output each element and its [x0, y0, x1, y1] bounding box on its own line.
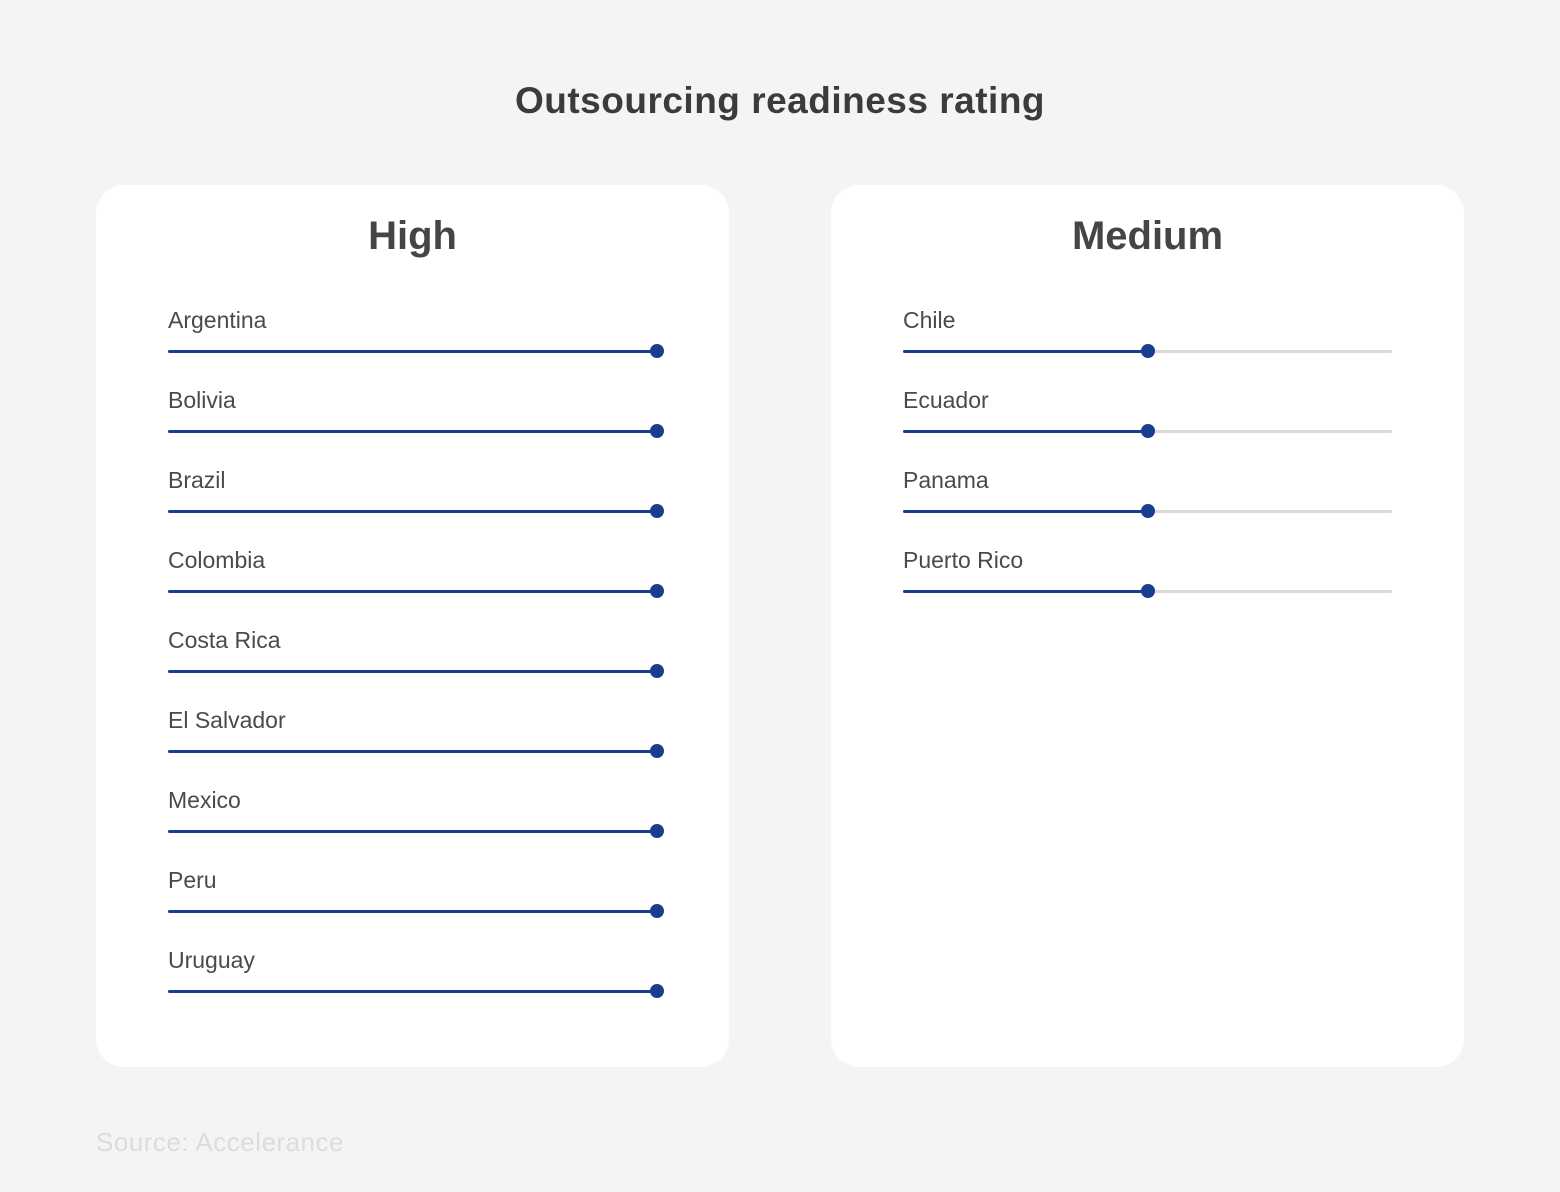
list-item: El Salvador	[168, 704, 664, 758]
rating-slider	[903, 584, 1392, 598]
slider-fill	[168, 910, 657, 913]
card-medium: Medium Chile Ecuador Panama Puerto Rico	[831, 185, 1464, 1067]
slider-dot	[650, 664, 664, 678]
rating-slider	[168, 424, 664, 438]
slider-dot	[1140, 504, 1155, 518]
rating-slider	[168, 504, 664, 518]
slider-dot	[650, 424, 664, 438]
rating-slider	[168, 664, 664, 678]
slider-fill	[903, 510, 1148, 513]
list-item: Uruguay	[168, 944, 664, 998]
rating-slider	[168, 984, 664, 998]
list-item: Mexico	[168, 784, 664, 838]
rating-slider	[168, 904, 664, 918]
slider-fill	[168, 670, 657, 673]
country-label: El Salvador	[168, 707, 286, 733]
slider-dot	[650, 824, 664, 838]
country-label: Puerto Rico	[903, 547, 1024, 573]
country-label: Brazil	[168, 467, 226, 493]
slider-fill	[168, 350, 657, 353]
slider-dot	[650, 744, 664, 758]
rating-slider	[903, 504, 1392, 518]
slider-fill	[903, 350, 1148, 353]
slider-fill	[903, 590, 1148, 593]
card-high-rows: Argentina Bolivia Brazil Colombia	[168, 304, 664, 998]
list-item: Panama	[903, 464, 1392, 518]
slider-fill	[168, 430, 657, 433]
country-label: Ecuador	[903, 387, 989, 413]
rating-slider	[168, 744, 664, 758]
country-label: Chile	[903, 307, 956, 333]
card-medium-rows: Chile Ecuador Panama Puerto Rico	[903, 304, 1392, 598]
country-label: Uruguay	[168, 947, 255, 973]
slider-dot	[1140, 344, 1155, 358]
country-label: Costa Rica	[168, 627, 281, 653]
slider-fill	[168, 510, 657, 513]
list-item: Chile	[903, 304, 1392, 358]
slider-fill	[903, 430, 1148, 433]
rating-slider	[168, 584, 664, 598]
list-item: Costa Rica	[168, 624, 664, 678]
list-item: Colombia	[168, 544, 664, 598]
slider-dot	[650, 904, 664, 918]
list-item: Argentina	[168, 304, 664, 358]
rating-slider	[168, 344, 664, 358]
card-high: High Argentina Bolivia Brazil Colombia	[96, 185, 729, 1067]
country-label: Mexico	[168, 787, 241, 813]
list-item: Brazil	[168, 464, 664, 518]
page-title: Outsourcing readiness rating	[514, 80, 1046, 121]
country-label: Argentina	[168, 307, 267, 333]
slider-fill	[168, 750, 657, 753]
list-item: Bolivia	[168, 384, 664, 438]
rating-slider	[903, 424, 1392, 438]
country-label: Panama	[903, 467, 989, 493]
country-label: Peru	[168, 867, 217, 893]
slider-dot	[650, 584, 664, 598]
country-label: Colombia	[168, 547, 266, 573]
card-high-title: High	[368, 214, 457, 258]
source-note: Source: Accelerance	[96, 1127, 344, 1157]
rating-slider	[903, 344, 1392, 358]
slider-dot	[650, 344, 664, 358]
slider-dot	[650, 984, 664, 998]
list-item: Ecuador	[903, 384, 1392, 438]
list-item: Puerto Rico	[903, 544, 1392, 598]
slider-fill	[168, 990, 657, 993]
country-label: Bolivia	[168, 387, 236, 413]
card-medium-title: Medium	[1071, 214, 1224, 258]
slider-fill	[168, 590, 657, 593]
list-item: Peru	[168, 864, 664, 918]
slider-fill	[168, 830, 657, 833]
slider-dot	[1140, 424, 1155, 438]
cards-container: High Argentina Bolivia Brazil Colombia	[96, 185, 1464, 1067]
slider-dot	[650, 504, 664, 518]
rating-slider	[168, 824, 664, 838]
slider-dot	[1140, 584, 1155, 598]
